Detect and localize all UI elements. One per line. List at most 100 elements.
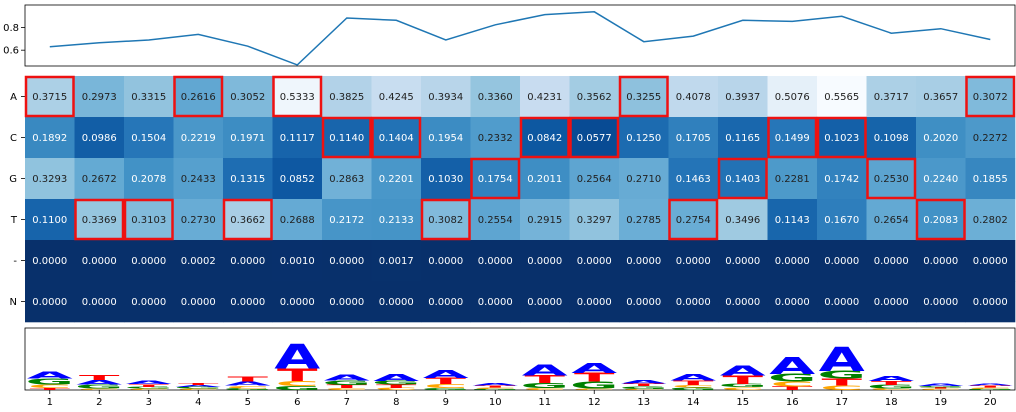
cell-value: 0.3937 [725,92,760,103]
cell-value: 0.2564 [577,174,612,185]
highlight-box [24,75,75,118]
heatmap-cell [272,240,323,282]
cell-value: 0.2083 [923,215,958,226]
cell-value: 0.1754 [478,174,513,185]
logo-letter-A: A [225,381,271,387]
x-tick-label: 4 [195,397,201,408]
cell-value: 0.1165 [725,133,760,144]
cell-value: 0.2554 [478,215,513,226]
cell-value: 0.3052 [230,92,265,103]
heatmap-cell [74,76,125,118]
heatmap-cell [767,76,818,118]
heatmap-cell [619,199,669,241]
logo-letter-G: G [768,372,817,384]
cell-value: 0.3082 [428,215,463,226]
heatmap-cell [718,117,768,159]
cell-value: 0.0000 [82,297,117,308]
heatmap-cell [569,240,620,282]
cell-value: 0.3562 [577,92,612,103]
logo-letter-C: C [919,388,963,390]
logo-letter-A: A [967,383,1014,386]
heatmap-cell [767,117,818,159]
logo-letter-A: A [126,380,173,385]
cell-value: 0.1143 [775,215,810,226]
highlight-box [123,198,174,241]
heatmap-cell [74,281,125,323]
heatmap-cell [916,199,966,241]
heatmap-cell [569,76,620,118]
heatmap-cell [421,76,471,118]
heatmap-cell [421,158,471,200]
row-label-A: A [10,92,17,103]
x-tick-label: 3 [146,397,152,408]
heatmap-cell [718,76,768,118]
cell-value: 0.1971 [230,133,265,144]
logo-letter-G: G [718,383,767,388]
cell-value: 0.0000 [923,256,958,267]
heatmap-cell [817,158,867,200]
heatmap-cell [322,158,372,200]
logo-letter-T: T [574,371,615,385]
heatmap-cell [668,240,719,282]
heatmap-cell [817,117,867,159]
logo-letter-T: T [821,377,862,389]
logo-letter-C: C [622,388,666,390]
cell-value: 0.2802 [973,215,1008,226]
heatmap-cell [965,281,1016,323]
heatmap-cell [520,281,570,323]
heatmap-cell [866,281,917,323]
highlight-box [767,116,818,159]
cell-value: 0.0000 [973,297,1008,308]
heatmap-cell [124,158,174,200]
heatmap-cell [619,158,669,200]
cell-value: 0.0000 [478,256,513,267]
logo-letter-A: A [324,373,370,382]
heatmap-panel: A 0.3715 0.2973 0.3315 0.2616 0.3052 0.5333 0.3… [9,75,1016,323]
cell-value: 0.1250 [626,133,661,144]
line-panel: 0.6 0.8 [3,4,1016,67]
cell-value: 0.3369 [82,215,117,226]
cell-value: 0.0000 [329,297,364,308]
logo-letter-C: C [28,384,72,389]
highlight-box [321,116,372,159]
heatmap-cell [74,240,125,282]
heatmap-cell [371,199,422,241]
cell-value: 0.0000 [329,256,364,267]
cell-value: 0.0017 [379,256,414,267]
heatmap-cell [866,240,917,282]
cell-value: 0.2730 [181,215,216,226]
heatmap-cell [173,158,224,200]
cell-value: 0.3934 [428,92,463,103]
cell-value: 0.3662 [230,215,265,226]
heatmap-cell [25,117,75,159]
logo-letter-A: A [670,373,716,383]
heatmap-cell [470,281,521,323]
logo-letter-A: A [373,372,419,383]
heatmap-cell [817,76,867,118]
heatmap-cell [421,199,471,241]
heatmap-cell [173,117,224,159]
row-label-C: C [10,133,17,144]
heatmap-cell [272,158,323,200]
logo-letter-C: C [275,379,319,387]
highlight-box [668,198,719,241]
cell-value: 0.2785 [626,215,661,226]
logo-letter-T: T [772,385,813,391]
cell-value: 0.2433 [181,174,216,185]
heatmap-cell [767,158,818,200]
heatmap-cell [668,117,719,159]
highlight-box [272,75,323,118]
logo-letter-A: A [621,379,668,384]
cell-value: 0.5333 [280,92,315,103]
heatmap-cell [619,117,669,159]
highlight-box [173,75,224,118]
heatmap-cell [965,240,1016,282]
heatmap-cell [223,281,273,323]
logo-letter-G: G [471,389,520,391]
heatmap-cell [74,158,125,200]
cell-value: 0.2281 [775,174,810,185]
logo-letter-C: C [473,387,517,389]
cell-value: 0.1742 [824,174,859,185]
logo-letter-A: A [720,364,767,379]
heatmap-cell [767,240,818,282]
